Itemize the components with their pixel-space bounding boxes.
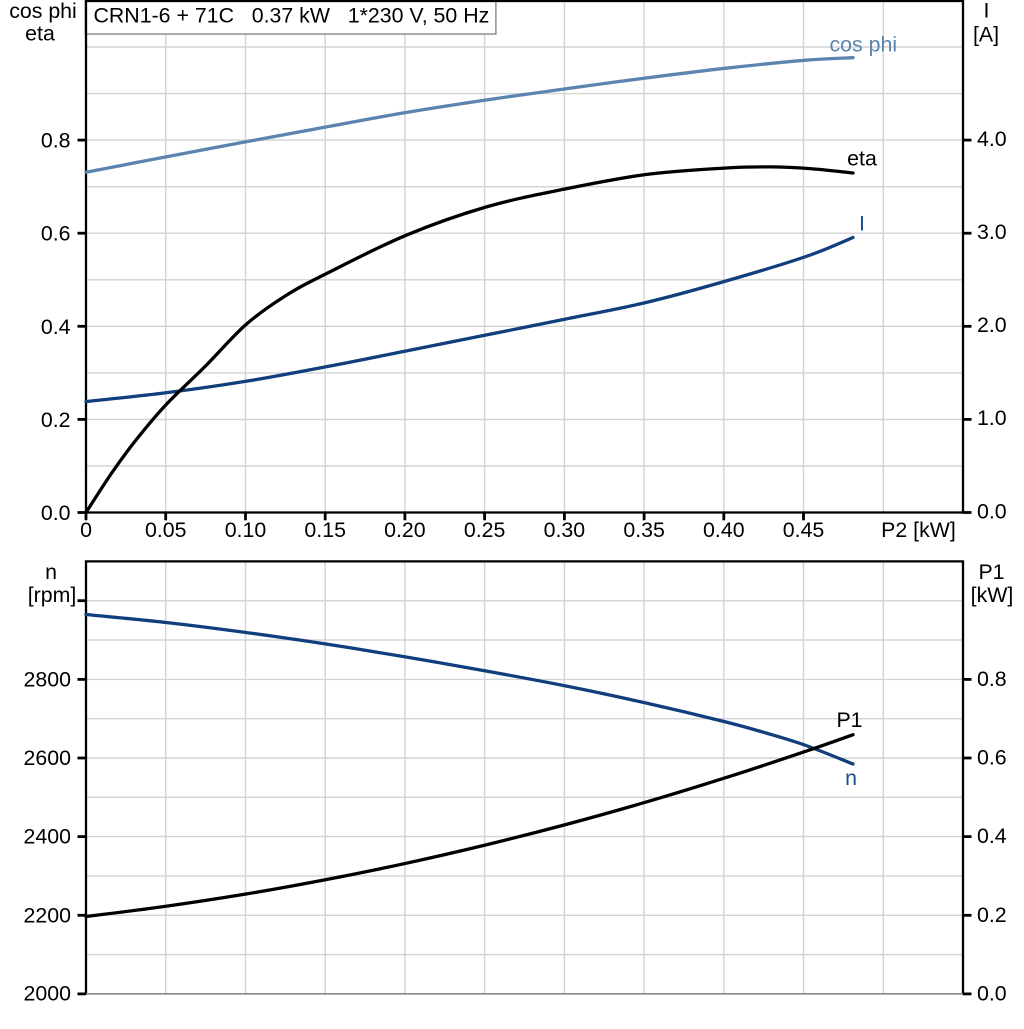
svg-text:0.6: 0.6 xyxy=(977,746,1007,770)
svg-text:0.35: 0.35 xyxy=(623,518,665,542)
svg-text:0.0: 0.0 xyxy=(41,501,71,525)
svg-text:n: n xyxy=(845,766,857,790)
svg-text:0.0: 0.0 xyxy=(977,981,1007,1005)
svg-text:CRN1-6 + 71C 0.37 kW 1*230: CRN1-6 + 71C 0.37 kW 1*230 V, 50 Hz xyxy=(94,4,490,28)
svg-text:0.8: 0.8 xyxy=(977,667,1007,691)
svg-text:0.6: 0.6 xyxy=(41,222,71,246)
svg-text:P1: P1 xyxy=(836,708,862,732)
svg-text:0.15: 0.15 xyxy=(304,518,346,542)
svg-text:[kW]: [kW] xyxy=(971,583,1014,607)
svg-text:0.05: 0.05 xyxy=(145,518,187,542)
svg-text:[rpm]: [rpm] xyxy=(28,583,77,607)
svg-text:2200: 2200 xyxy=(24,903,72,927)
svg-text:eta: eta xyxy=(847,147,877,171)
svg-text:0.40: 0.40 xyxy=(703,518,745,542)
svg-text:P1: P1 xyxy=(978,560,1004,584)
svg-text:n: n xyxy=(45,560,57,584)
svg-text:cos phi: cos phi xyxy=(830,33,898,57)
svg-text:0.20: 0.20 xyxy=(384,518,426,542)
svg-text:I: I xyxy=(859,212,865,236)
svg-text:0.8: 0.8 xyxy=(41,129,71,153)
svg-text:0.2: 0.2 xyxy=(41,408,71,432)
svg-text:0.45: 0.45 xyxy=(783,518,825,542)
svg-text:0.4: 0.4 xyxy=(977,824,1007,848)
svg-text:[A]: [A] xyxy=(973,23,999,47)
svg-text:2400: 2400 xyxy=(24,825,72,849)
svg-text:0.4: 0.4 xyxy=(41,315,71,339)
svg-text:0: 0 xyxy=(80,518,92,542)
svg-text:1.0: 1.0 xyxy=(977,406,1007,430)
svg-text:eta: eta xyxy=(25,22,55,46)
svg-text:2.0: 2.0 xyxy=(977,313,1007,337)
svg-text:0.2: 0.2 xyxy=(977,903,1007,927)
svg-text:I: I xyxy=(984,0,990,23)
svg-text:0.30: 0.30 xyxy=(544,518,586,542)
svg-text:2800: 2800 xyxy=(24,667,72,691)
svg-text:P2 [kW]: P2 [kW] xyxy=(881,518,956,542)
svg-text:4.0: 4.0 xyxy=(977,127,1007,151)
svg-text:0.10: 0.10 xyxy=(225,518,267,542)
svg-text:0.0: 0.0 xyxy=(977,499,1007,523)
svg-text:2600: 2600 xyxy=(24,746,72,770)
svg-text:cos phi: cos phi xyxy=(9,0,77,23)
svg-text:3.0: 3.0 xyxy=(977,220,1007,244)
svg-text:0.25: 0.25 xyxy=(464,518,506,542)
svg-text:2000: 2000 xyxy=(24,981,72,1005)
